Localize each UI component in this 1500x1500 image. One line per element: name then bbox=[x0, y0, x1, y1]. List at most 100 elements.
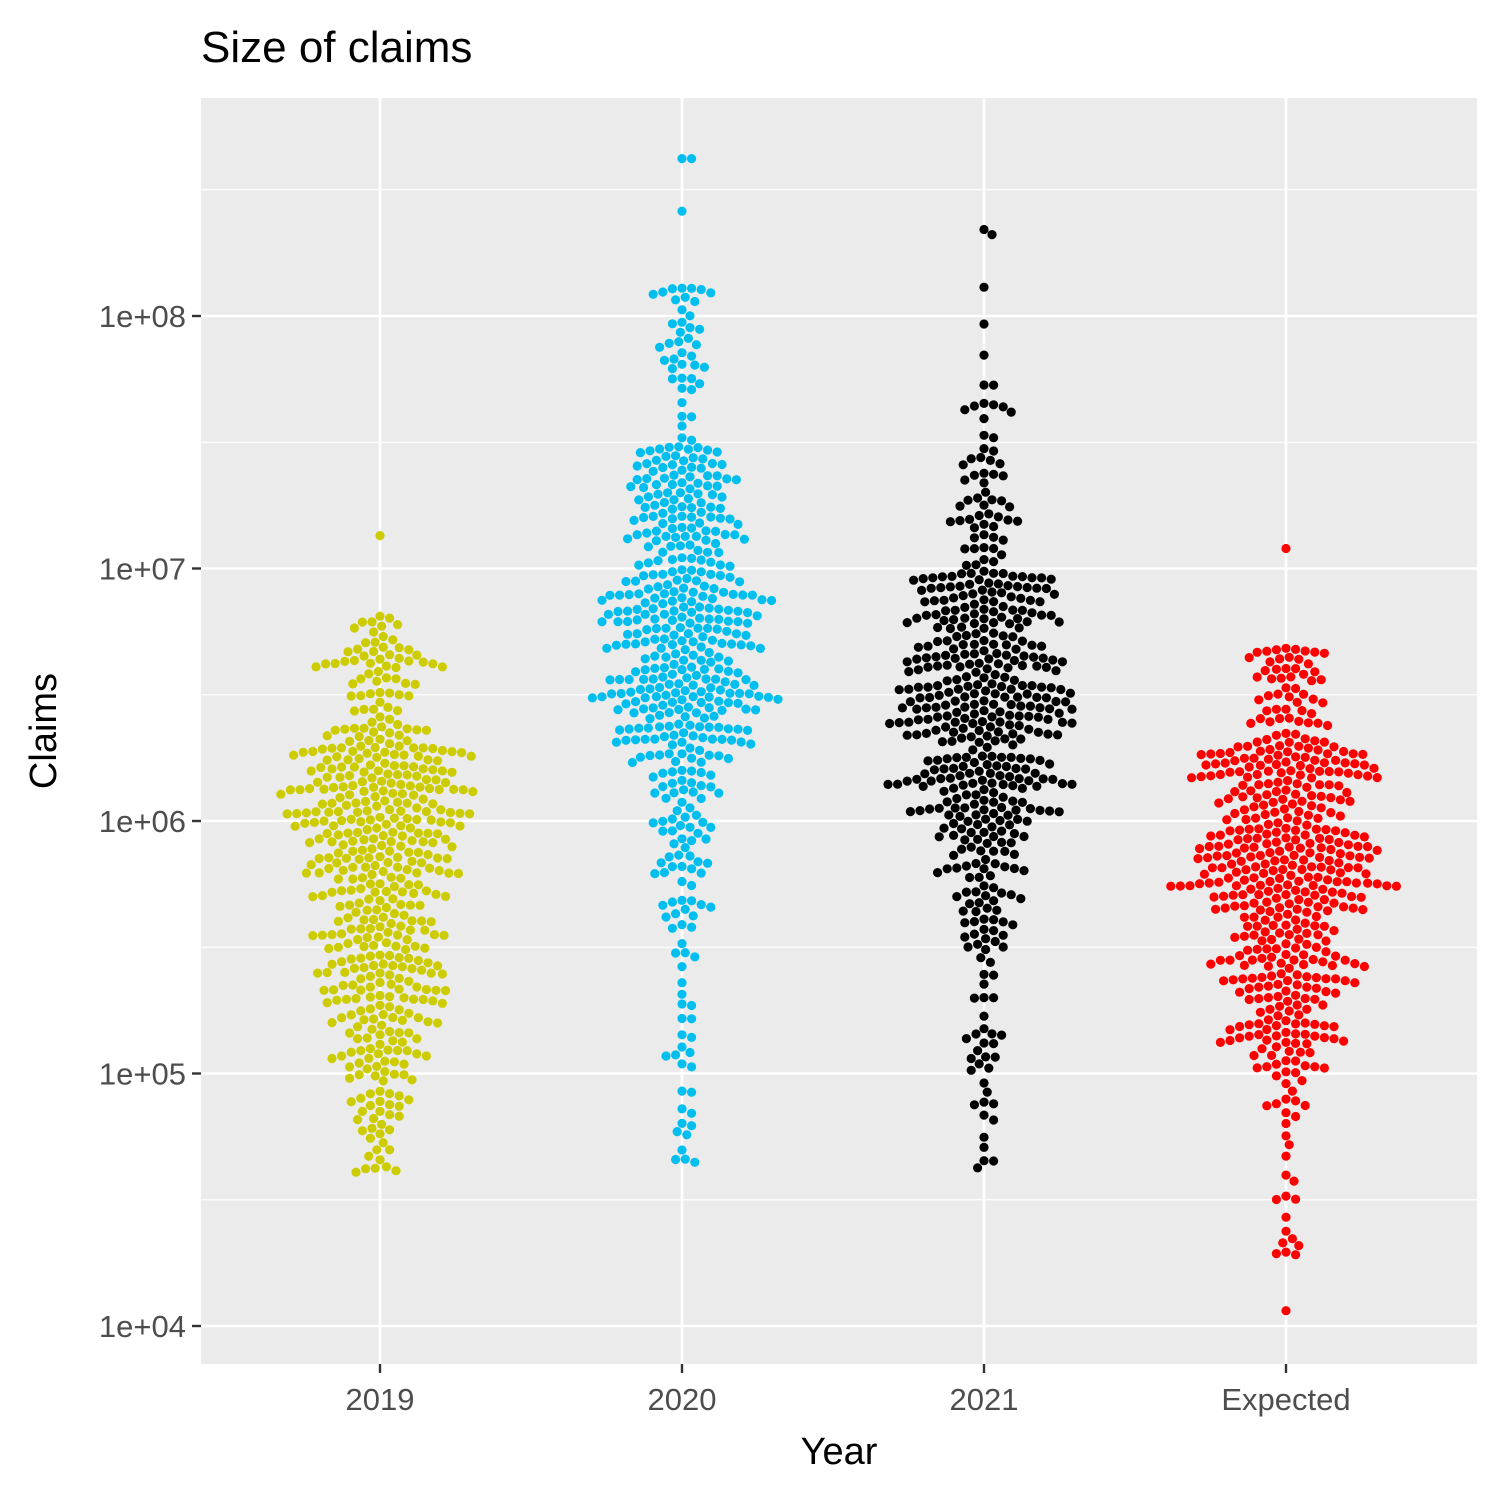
data-point bbox=[1231, 881, 1241, 891]
data-point bbox=[327, 798, 337, 808]
data-point bbox=[361, 638, 371, 648]
data-point bbox=[349, 706, 359, 716]
data-point bbox=[1235, 987, 1245, 997]
data-point bbox=[1211, 759, 1221, 769]
data-point bbox=[728, 589, 738, 600]
data-point bbox=[960, 544, 970, 554]
data-point bbox=[1249, 842, 1259, 852]
data-point bbox=[1281, 1079, 1291, 1089]
data-point bbox=[912, 704, 922, 714]
data-point bbox=[413, 1013, 423, 1023]
data-point bbox=[447, 747, 457, 757]
data-point bbox=[1334, 781, 1344, 791]
data-point bbox=[322, 828, 332, 839]
data-point bbox=[639, 482, 649, 493]
data-point bbox=[677, 1104, 687, 1114]
data-point bbox=[1310, 647, 1320, 657]
data-point bbox=[365, 1089, 375, 1099]
data-point bbox=[942, 636, 952, 646]
data-point bbox=[989, 883, 999, 893]
data-point bbox=[1041, 583, 1051, 594]
data-point bbox=[1247, 973, 1257, 983]
data-point bbox=[1029, 652, 1039, 662]
data-point bbox=[1195, 879, 1205, 889]
data-point bbox=[377, 722, 387, 732]
data-point bbox=[1244, 762, 1254, 772]
data-point bbox=[1227, 859, 1237, 869]
data-point bbox=[466, 751, 476, 761]
data-point bbox=[402, 770, 412, 780]
x-tick-label: 2021 bbox=[950, 1382, 1019, 1417]
data-point bbox=[897, 703, 908, 713]
data-point bbox=[1239, 901, 1249, 911]
data-point bbox=[1254, 994, 1264, 1004]
data-point bbox=[1255, 746, 1265, 756]
data-point bbox=[353, 1022, 363, 1032]
data-point bbox=[725, 572, 735, 582]
data-point bbox=[394, 1091, 404, 1101]
data-point bbox=[1295, 1047, 1305, 1057]
data-point bbox=[661, 793, 671, 803]
data-point bbox=[616, 688, 626, 699]
data-point bbox=[677, 999, 687, 1009]
data-point bbox=[425, 783, 435, 794]
data-point bbox=[1284, 963, 1294, 973]
data-point bbox=[1382, 881, 1392, 891]
data-point bbox=[648, 674, 658, 684]
data-point bbox=[1215, 769, 1225, 780]
data-point bbox=[696, 463, 706, 473]
data-point bbox=[401, 944, 411, 955]
data-point bbox=[667, 554, 678, 565]
data-point bbox=[1300, 887, 1310, 897]
data-point bbox=[1249, 898, 1259, 908]
data-point bbox=[1329, 1022, 1339, 1032]
data-point bbox=[920, 597, 930, 607]
data-point bbox=[1263, 779, 1273, 789]
data-point bbox=[1281, 833, 1291, 843]
data-point bbox=[968, 745, 978, 755]
data-point bbox=[701, 526, 711, 536]
data-point bbox=[677, 1059, 687, 1069]
data-point bbox=[1265, 1004, 1275, 1014]
data-point bbox=[1302, 939, 1312, 950]
data-point bbox=[982, 731, 992, 741]
data-point bbox=[947, 736, 957, 747]
data-point bbox=[426, 815, 436, 825]
data-point bbox=[658, 700, 668, 710]
data-point bbox=[979, 1156, 989, 1166]
data-point bbox=[667, 640, 678, 650]
data-point bbox=[1350, 759, 1360, 769]
data-point bbox=[960, 835, 970, 845]
data-point bbox=[345, 1028, 355, 1038]
data-point bbox=[645, 446, 655, 456]
data-point bbox=[421, 807, 431, 817]
data-point bbox=[413, 880, 423, 890]
data-point bbox=[1316, 843, 1326, 853]
data-point bbox=[324, 863, 334, 874]
data-point bbox=[1348, 903, 1358, 913]
data-point bbox=[1372, 879, 1382, 889]
data-point bbox=[989, 557, 999, 567]
data-point bbox=[733, 724, 743, 734]
data-point bbox=[1212, 851, 1222, 861]
data-point bbox=[316, 762, 326, 773]
data-point bbox=[341, 994, 351, 1005]
data-point bbox=[433, 829, 443, 839]
data-point bbox=[680, 948, 690, 958]
data-point bbox=[677, 433, 687, 443]
data-point bbox=[989, 521, 999, 532]
data-point bbox=[1246, 884, 1256, 894]
data-point bbox=[428, 659, 438, 669]
data-point bbox=[1254, 890, 1264, 900]
data-point bbox=[687, 565, 697, 575]
data-point bbox=[345, 900, 355, 910]
data-point bbox=[691, 576, 702, 586]
data-point bbox=[623, 534, 633, 544]
data-point bbox=[1319, 1033, 1329, 1043]
data-point bbox=[667, 778, 678, 788]
data-point bbox=[1343, 840, 1353, 850]
data-point bbox=[1363, 842, 1373, 852]
data-point bbox=[1292, 816, 1302, 826]
data-point bbox=[677, 989, 687, 999]
data-point bbox=[1025, 754, 1035, 764]
